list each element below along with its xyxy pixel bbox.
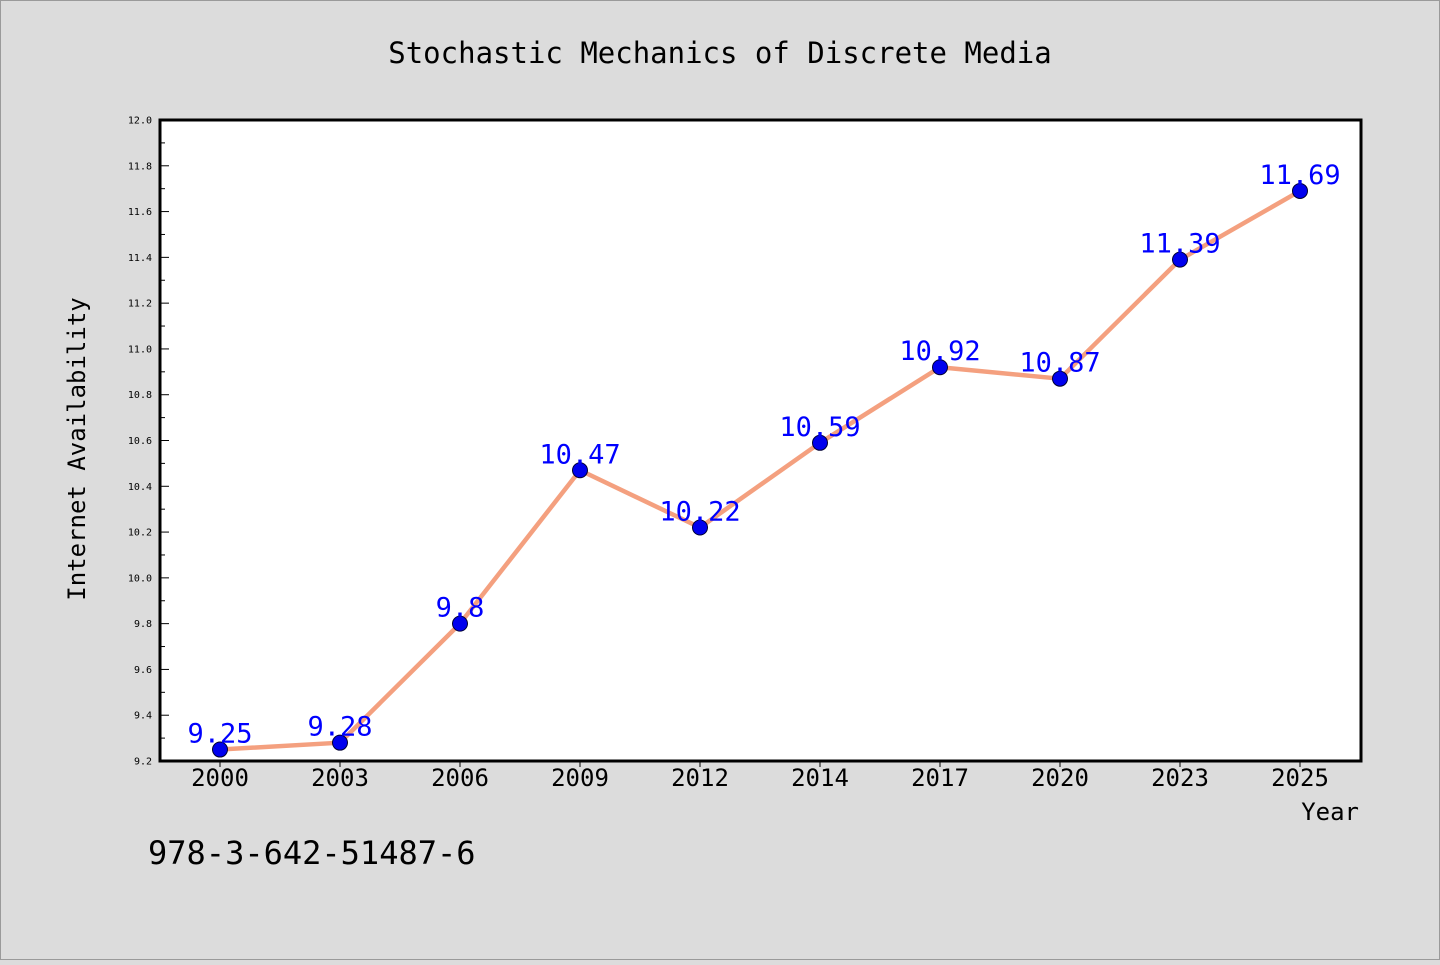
data-point xyxy=(332,734,348,751)
y-tick-label: 11.0 xyxy=(128,344,152,355)
series-line xyxy=(217,188,1303,752)
data-label: 11.69 xyxy=(1259,160,1340,191)
data-label: 9.25 xyxy=(187,719,252,750)
y-tick-label: 10.8 xyxy=(128,390,152,401)
data-label: 9.8 xyxy=(436,593,485,624)
data-point xyxy=(932,359,948,376)
data-label: 10.59 xyxy=(779,412,860,443)
data-point xyxy=(212,741,228,758)
y-tick-label: 11.2 xyxy=(128,299,152,310)
x-tick-label: 2017 xyxy=(911,764,969,792)
y-tick-label: 11.6 xyxy=(128,207,152,218)
data-label: 10.92 xyxy=(899,336,980,367)
y-tick-label: 9.4 xyxy=(134,711,152,722)
y-axis: 9.2 9.4 9.6 9.8 10.0 10.2 10.4 10.6 10.8 11.0 11.2… xyxy=(128,116,169,768)
x-tick-label: 2003 xyxy=(311,764,369,792)
data-point xyxy=(572,462,588,479)
y-tick-label: 10.0 xyxy=(128,573,152,584)
y-tick-label: 9.6 xyxy=(134,665,152,676)
chart-title: Stochastic Mechanics of Discrete Media xyxy=(388,36,1051,70)
y-tick-label: 10.4 xyxy=(128,482,152,493)
y-tick-label: 11.4 xyxy=(128,253,152,264)
y-tick-label: 11.8 xyxy=(128,161,152,172)
data-label: 10.22 xyxy=(659,496,740,527)
x-tick-label: 2009 xyxy=(551,764,609,792)
data-label: 11.39 xyxy=(1139,229,1220,260)
data-point xyxy=(812,434,828,451)
data-point xyxy=(692,519,708,536)
y-tick-label: 12.0 xyxy=(128,116,152,127)
x-tick-label: 2006 xyxy=(431,764,489,792)
y-axis-label: Internet Availability xyxy=(63,297,91,600)
y-tick-label: 10.2 xyxy=(128,528,152,539)
x-tick-label: 2000 xyxy=(191,764,249,792)
y-tick-label: 9.8 xyxy=(134,619,152,630)
y-tick-label: 9.2 xyxy=(134,757,152,768)
data-point xyxy=(1292,182,1308,199)
data-label: 10.47 xyxy=(539,439,620,470)
x-tick-label: 2014 xyxy=(791,764,849,792)
y-tick-label: 10.6 xyxy=(128,436,152,447)
isbn-text: 978-3-642-51487-6 xyxy=(148,834,476,872)
x-tick-label: 2012 xyxy=(671,764,729,792)
data-label: 9.28 xyxy=(307,712,372,743)
data-point xyxy=(1052,370,1068,387)
x-tick-label: 2023 xyxy=(1151,764,1209,792)
series-line-group: 9.25 9.28 9.8 10.47 10.22 10.59 10.92 10.87 11.3… xyxy=(187,160,1341,758)
x-tick-label: 2020 xyxy=(1031,764,1089,792)
data-point xyxy=(452,615,468,632)
x-axis-label: Year xyxy=(1301,798,1359,826)
plot-area xyxy=(158,118,1363,763)
data-label: 10.87 xyxy=(1019,348,1100,379)
x-tick-label: 2025 xyxy=(1271,764,1329,792)
data-point xyxy=(1172,251,1188,268)
x-axis: 2000 2003 2006 2009 2012 2014 2017 2020 2023 2025 xyxy=(191,761,1329,792)
